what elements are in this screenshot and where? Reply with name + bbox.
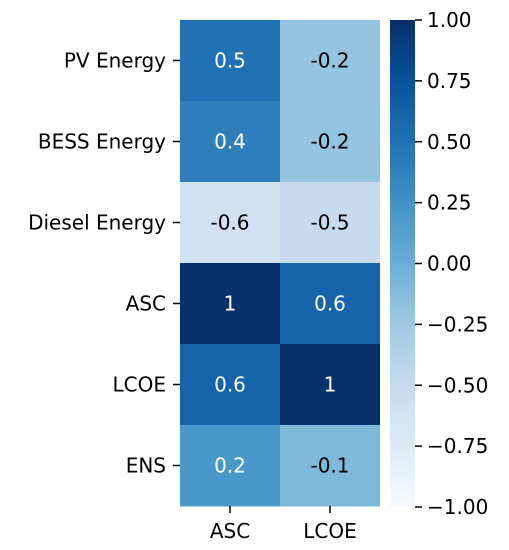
colorbar-tick-label: 1.00: [427, 8, 472, 32]
heatmap-cell: [180, 344, 280, 426]
y-tick-label: BESS Energy: [38, 130, 166, 154]
heatmap-cell: [280, 20, 380, 102]
y-tick-label: ENS: [126, 454, 166, 478]
y-tick-label: Diesel Energy: [28, 211, 166, 235]
cell-value-label: 1: [224, 292, 237, 316]
cell-value-label: 1: [324, 373, 337, 397]
colorbar-tick-label: 0.50: [427, 130, 472, 154]
heatmap-cells: 0.5 -0.2 0.4 -0.2 -0.6 -0.5 1 0.6 0.6 1 0.2 -0.1: [180, 20, 380, 507]
heatmap-cell: [180, 20, 280, 102]
heatmap-cell: [180, 182, 280, 264]
cell-value-label: -0.2: [310, 130, 349, 154]
cell-value-label: 0.2: [214, 454, 246, 478]
colorbar-tick-label: −0.50: [427, 373, 488, 397]
heatmap-cell: [180, 263, 280, 345]
y-tick-label: ASC: [126, 292, 166, 316]
heatmap-cell: [180, 101, 280, 183]
cell-value-label: -0.2: [310, 49, 349, 73]
y-axis: PV Energy BESS Energy Diesel Energy ASC LCOE…: [28, 49, 180, 478]
heatmap-cell: [180, 425, 280, 507]
heatmap-cell: [280, 344, 380, 426]
colorbar-tick-label: −0.75: [427, 434, 488, 458]
cell-value-label: 0.5: [214, 49, 246, 73]
heatmap-cell: [280, 182, 380, 264]
colorbar-tick-label: 0.25: [427, 191, 472, 215]
colorbar-tick-label: −0.25: [427, 312, 488, 336]
colorbar-tick-label: 0.00: [427, 252, 472, 276]
x-tick-label: LCOE: [303, 519, 357, 543]
heatmap-cell: [280, 101, 380, 183]
x-tick-label: ASC: [210, 519, 250, 543]
cell-value-label: -0.1: [310, 454, 349, 478]
cell-value-label: -0.6: [210, 211, 249, 235]
cell-value-label: 0.6: [214, 373, 246, 397]
y-tick-label: LCOE: [113, 373, 167, 397]
colorbar-tick-label: 0.75: [427, 69, 472, 93]
colorbar: 1.00 0.75 0.50 0.25 0.00 −0.25 −0.50 −0.75 −1.00: [390, 8, 488, 519]
colorbar-gradient: [390, 20, 415, 507]
cell-value-label: -0.5: [310, 211, 349, 235]
heatmap-cell: [280, 425, 380, 507]
heatmap-cell: [280, 263, 380, 345]
y-tick-label: PV Energy: [64, 49, 166, 73]
cell-value-label: 0.4: [214, 130, 246, 154]
cell-value-label: 0.6: [314, 292, 346, 316]
x-axis: ASC LCOE: [210, 506, 357, 543]
colorbar-tick-label: −1.00: [427, 495, 488, 519]
